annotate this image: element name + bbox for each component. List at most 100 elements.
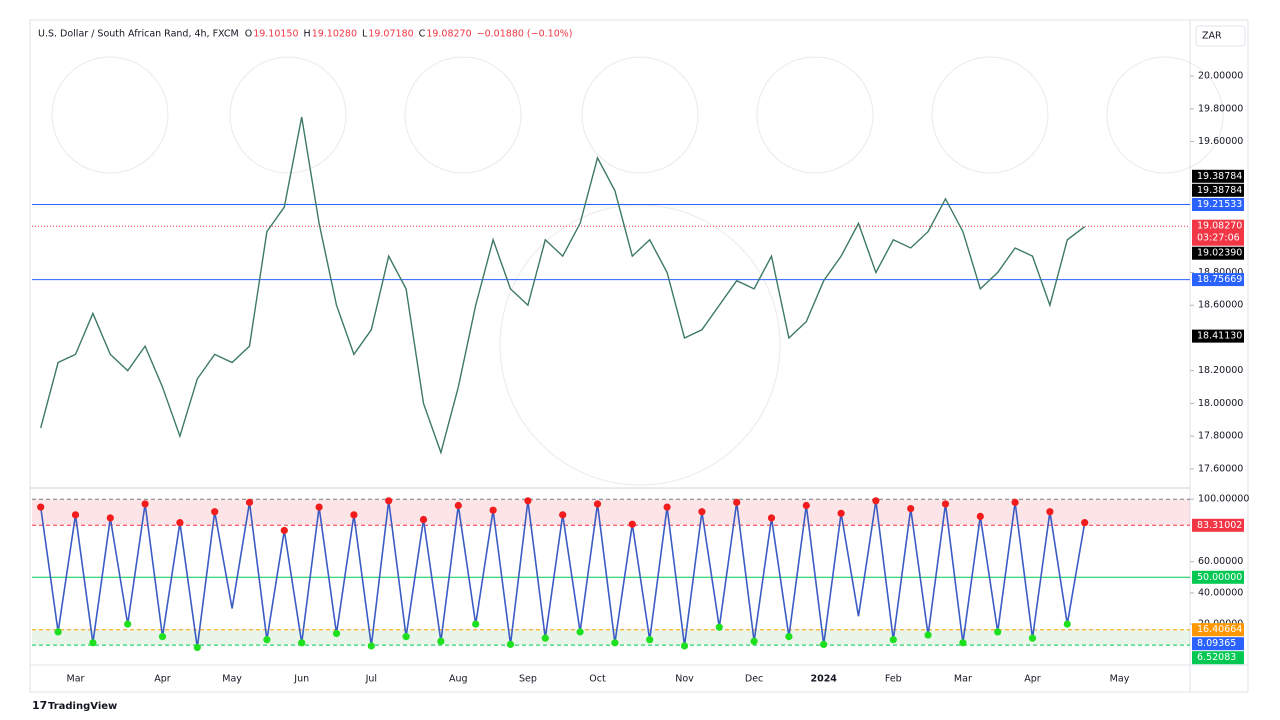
price-badge [1192,273,1244,287]
ohlc-value: 19.07180 [368,29,413,40]
y-tick-label: 100.00000 [1198,494,1249,505]
x-tick-label: Apr [1024,674,1041,685]
x-tick-label: Sep [519,674,537,685]
ohlc-key: H [304,29,311,40]
x-tick-label: Apr [154,674,171,685]
price-badge-label: 6.52083 [1197,652,1236,663]
overbought-dot [211,508,219,516]
oversold-dot [506,640,515,648]
price-badge [1192,183,1244,197]
x-tick-label: Aug [449,674,468,685]
price-badge-label: 83.31002 [1197,520,1242,531]
price-badge [1192,246,1244,260]
y-tick-label: 18.20000 [1198,365,1243,376]
price-badge [1192,623,1244,637]
ohlc-key: C [419,29,426,40]
oversold-dot [89,639,97,647]
y-tick-label: 18.00000 [1198,398,1243,409]
overbought-dot [350,511,358,519]
y-tick-label: 17.80000 [1198,431,1243,442]
y-tick-label: 19.80000 [1198,103,1243,114]
overbought-dot [176,519,184,527]
oversold-dot [1028,634,1037,642]
oversold-dot [402,632,410,641]
overbought-dot [698,508,706,516]
overbought-dot [907,505,915,513]
oversold-dot [158,632,167,641]
price-badge [1192,169,1244,183]
oversold-dot [680,642,689,650]
price-badge [1192,637,1244,651]
currency-label[interactable]: ZAR [1202,31,1222,42]
oversold-dot [263,636,271,644]
oversold-dot [437,637,445,645]
ohlc-value: 19.10280 [312,29,357,40]
price-badge-label: 19.02390 [1197,248,1242,259]
x-tick-label: Nov [675,674,694,685]
oversold-dot [924,631,932,639]
oversold-dot [1063,620,1071,628]
price-badge-label: 19.21533 [1197,199,1242,210]
price-badge-label: 19.38784 [1197,171,1242,182]
series-line [40,116,1086,455]
overbought-dot [71,511,80,519]
oversold-dot [472,620,480,628]
x-tick-label: Feb [885,674,902,685]
oversold-dot [785,632,793,641]
overbought-dot [280,526,288,535]
y-tick-label: 19.60000 [1198,136,1243,147]
brand-logo: 17 [32,699,47,712]
overbought-dot [315,503,323,511]
price-badge [1192,219,1244,246]
chart-frame [29,19,1249,693]
y-tick-label: 18.60000 [1198,300,1243,311]
ohlc-value: 19.08270 [426,29,471,40]
overbought-dot [663,503,671,511]
overbought-dot [872,497,880,505]
overbought-dot [733,498,741,506]
overbought-dot [385,497,393,505]
oversold-dot [298,639,306,647]
oversold-dot [750,637,758,645]
currency-button[interactable] [1195,25,1246,47]
oversold-dot [124,620,132,628]
oversold-dot [889,636,897,644]
x-tick-label: 2024 [810,674,837,685]
y-tick-label: 17.60000 [1198,463,1243,474]
x-tick-label: May [222,674,242,685]
ohlc-key: L [362,29,368,40]
x-tick-label: May [1110,674,1130,685]
overbought-dot [1081,519,1089,527]
y-tick-label: 20.00000 [1198,71,1243,82]
overbought-dot [628,520,636,528]
oversold-dot [820,640,828,648]
oversold-dot [576,628,584,636]
overbought-dot [524,497,532,505]
x-tick-label: Mar [954,674,972,685]
overbought-dot [976,512,984,521]
overbought-dot [454,501,462,510]
x-tick-label: Oct [589,674,606,685]
price-badge-label: 8.09365 [1197,638,1236,649]
price-badge [1192,651,1244,665]
countdown: 03:27:06 [1197,233,1240,244]
overbought-dot [559,511,567,519]
price-badge-label: 19.08270 [1197,221,1242,232]
oversold-dot [959,639,967,647]
zone-band [32,499,1190,526]
oversold-dot [611,639,619,647]
overbought-dot [106,514,114,522]
overbought-dot [1046,508,1054,516]
price-badge-label: 16.40664 [1197,624,1242,635]
price-badge-label: 19.38784 [1197,185,1242,196]
brand: TradingView [48,701,117,712]
oversold-dot [332,629,341,638]
price-badge [1192,518,1244,532]
x-tick-label: Jun [293,674,309,685]
overbought-dot [141,500,149,508]
price-badge [1192,198,1244,212]
overbought-dot [37,503,45,511]
overbought-dot [941,500,950,508]
ohlc-value: 19.10150 [253,29,298,40]
